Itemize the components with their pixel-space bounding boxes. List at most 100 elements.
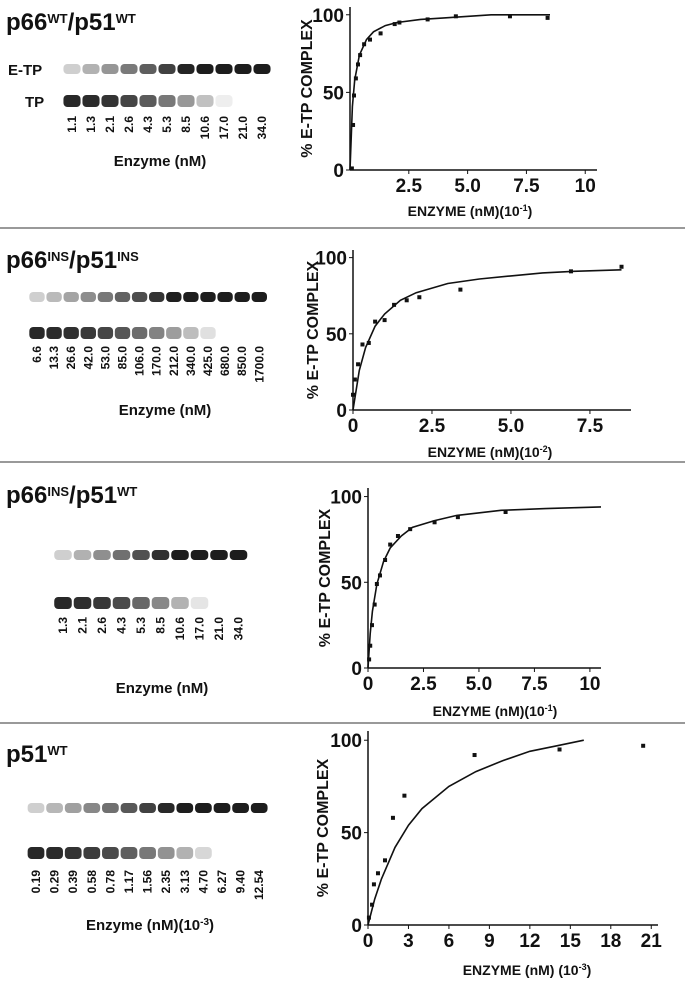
- x-tick-label: 10: [579, 674, 600, 695]
- x-axis-label-part: ENZYME (nM) (10: [463, 962, 579, 978]
- gel-band: [46, 847, 63, 859]
- lane-label: 2.1: [103, 116, 117, 133]
- gel-band: [120, 803, 138, 813]
- gel-band: [83, 803, 101, 813]
- x-axis-label: ENZYME (nM) (10-3): [463, 962, 592, 978]
- gel-band: [63, 327, 79, 339]
- lane-label: 340.0: [184, 346, 198, 376]
- data-point: [351, 122, 356, 127]
- x-tick-label: 12: [519, 931, 540, 952]
- gel-band: [83, 847, 101, 859]
- lane-label: 53.0: [98, 346, 112, 370]
- band-label: E-TP: [8, 62, 42, 79]
- lane-label: 0.39: [66, 870, 80, 894]
- lane-label: 1.17: [122, 870, 136, 894]
- lane-label: 2.35: [159, 870, 173, 894]
- gel-band: [93, 550, 111, 560]
- band-label: TP: [25, 94, 44, 111]
- data-point: [455, 515, 460, 520]
- gel-band: [101, 95, 119, 107]
- lane-label: 26.6: [64, 346, 78, 370]
- gel-band: [82, 95, 100, 107]
- x-tick-label: 10: [575, 176, 596, 197]
- gel-x-label-part: Enzyme (nM): [116, 680, 209, 697]
- data-point: [382, 318, 387, 323]
- lane-label: 2.1: [76, 617, 90, 634]
- data-point: [352, 377, 357, 382]
- gel-band: [114, 327, 131, 339]
- lane-label: 680.0: [218, 346, 232, 376]
- x-axis-label-part: ENZYME (nM)(10: [408, 203, 520, 219]
- lane-label: 1.3: [84, 116, 98, 133]
- data-point: [370, 902, 375, 907]
- lane-label: 9.40: [234, 870, 248, 894]
- gel-band: [27, 803, 45, 813]
- data-point: [557, 747, 562, 752]
- gel-band: [73, 550, 92, 560]
- x-tick-label: 21: [641, 931, 663, 952]
- gel-band: [131, 292, 148, 302]
- gel-band: [232, 803, 249, 813]
- lane-label: 21.0: [212, 617, 226, 641]
- x-tick-label: 15: [560, 931, 582, 952]
- lane-label: 21.0: [236, 116, 250, 140]
- data-point: [351, 392, 355, 397]
- lane-label: 1.3: [56, 617, 70, 634]
- y-tick-label: 0: [351, 916, 362, 937]
- gel-band: [149, 292, 165, 302]
- gel-band: [120, 95, 138, 107]
- gel-band: [93, 597, 111, 609]
- gel-x-label: Enzyme (nM): [114, 153, 207, 170]
- gel-band: [183, 292, 199, 302]
- x-axis-label: ENZYME (nM)(10-1): [408, 203, 533, 219]
- y-tick-label: 0: [333, 161, 344, 182]
- lane-label: 17.0: [217, 116, 231, 140]
- lane-label: 1.1: [65, 116, 79, 133]
- gel-band: [101, 64, 119, 74]
- lane-label: 850.0: [235, 346, 249, 376]
- lane-label: 10.6: [173, 617, 187, 641]
- data-point: [353, 76, 358, 81]
- gel-band: [176, 803, 194, 813]
- data-point: [458, 287, 463, 292]
- gel-band: [157, 847, 175, 859]
- y-tick-label: 100: [330, 488, 362, 509]
- y-axis-label: % E-TP COMPLEX: [315, 758, 332, 897]
- gel-x-label-part: Enzyme (nM): [119, 402, 212, 419]
- gel-band: [46, 327, 62, 339]
- panel-title-part: INS: [117, 249, 139, 264]
- gel-band: [73, 597, 92, 609]
- gel-band: [139, 803, 156, 813]
- x-tick-label: 6: [444, 931, 455, 952]
- y-tick-label: 50: [326, 325, 347, 346]
- gel-band: [213, 803, 231, 813]
- lane-label: 212.0: [167, 346, 181, 376]
- x-tick-label: 7.5: [513, 176, 540, 197]
- gel-band: [120, 64, 138, 74]
- x-axis-label-part: ): [528, 203, 533, 219]
- gel-band: [217, 292, 233, 302]
- gel-band: [176, 847, 194, 859]
- lane-label: 85.0: [116, 346, 130, 370]
- gel-band: [97, 327, 114, 339]
- gel-band: [251, 292, 267, 302]
- gel-band: [190, 550, 209, 560]
- gel-x-label-part: -3: [200, 917, 209, 928]
- gel-band: [250, 803, 268, 813]
- lane-label: 4.3: [115, 617, 129, 634]
- fit-curve: [367, 506, 602, 669]
- gel-band: [46, 803, 63, 813]
- x-axis-label-part: -1: [520, 203, 528, 213]
- y-tick-label: 50: [341, 573, 362, 594]
- panel-title-part: INS: [47, 249, 69, 264]
- data-point: [392, 22, 397, 27]
- x-tick-label: 0: [363, 674, 374, 695]
- panel-title-part: /p51: [68, 9, 116, 36]
- gel-band: [114, 292, 131, 302]
- gel-band: [102, 847, 119, 859]
- lane-label: 425.0: [201, 346, 215, 376]
- gel-band: [253, 64, 271, 74]
- x-tick-label: 0: [363, 931, 374, 952]
- lane-label: 3.13: [178, 870, 192, 894]
- x-axis-label-part: ): [587, 962, 592, 978]
